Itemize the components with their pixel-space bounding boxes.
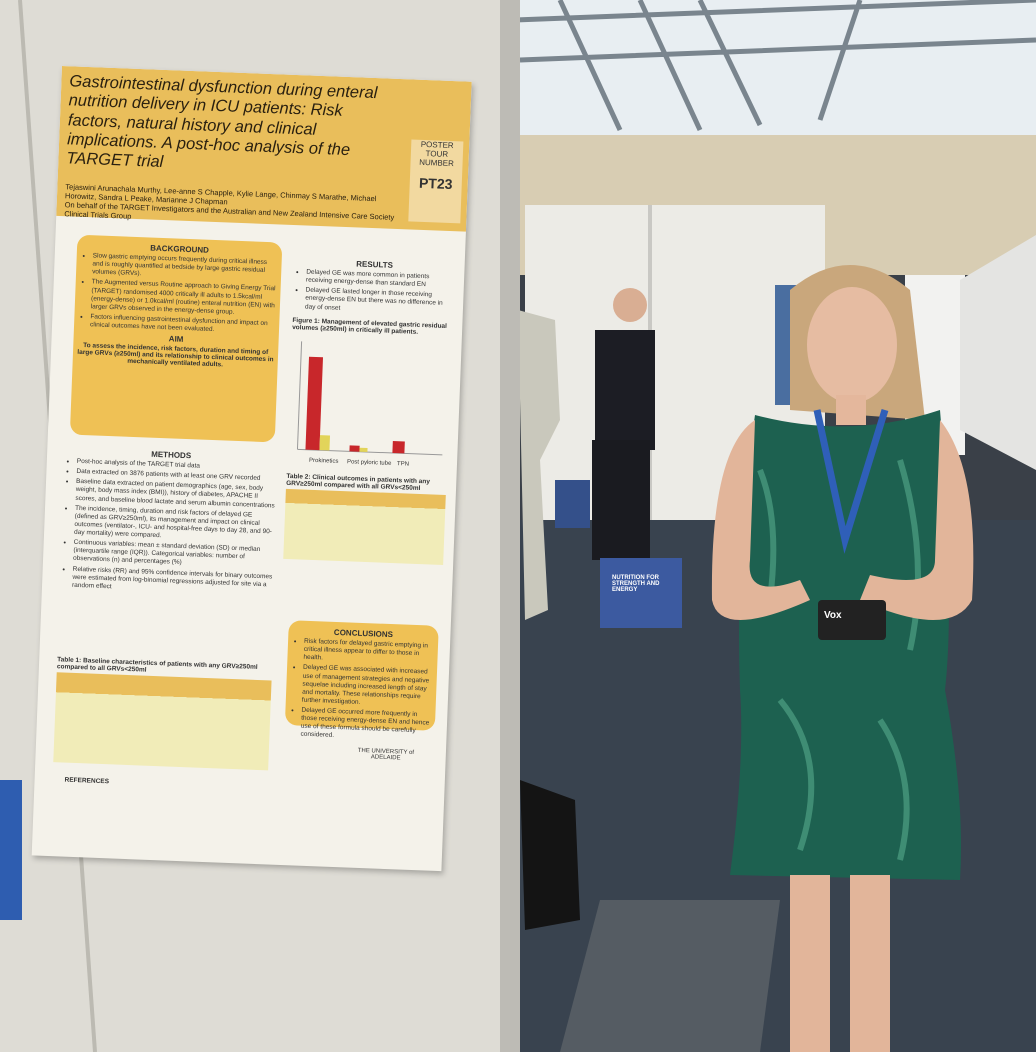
references-heading: REFERENCES — [64, 776, 110, 786]
table — [53, 672, 272, 771]
logo: THE UNIVERSITY of ADELAIDE — [357, 747, 415, 762]
background-box: BACKGROUND Slow gastric emptying occurs … — [69, 234, 283, 443]
tour-number: PT23 — [418, 174, 453, 193]
bullet: Delayed GE occurred more frequently in t… — [300, 707, 431, 744]
bullet: The Augmented versus Routine approach to… — [91, 279, 277, 319]
poster-title: Gastrointestinal dysfunction during ente… — [66, 72, 378, 172]
bullet: Relative risks (RR) and 95% confidence i… — [72, 565, 273, 597]
table1: Table 1: Baseline characteristics of pat… — [53, 656, 272, 771]
figure-category: Prokinetics — [309, 457, 339, 464]
table — [283, 488, 446, 565]
figure: Prokinetics Post pyloric tube TPN — [296, 341, 443, 467]
bullet-list: Post-hoc analysis of the TARGET trial da… — [60, 457, 277, 597]
bullet: Delayed GE was associated with increased… — [302, 664, 433, 710]
bullet: Risk factors for delayed gastric emptyin… — [303, 638, 434, 667]
poster: Gastrointestinal dysfunction during ente… — [31, 66, 472, 872]
bullet: Delayed GE lasted longer in those receiv… — [305, 287, 454, 317]
tour-label: POSTER TOUR NUMBER — [419, 139, 455, 169]
bullet-list: Risk factors for delayed gastric emptyin… — [288, 637, 434, 744]
bullet: The incidence, timing, duration and risk… — [74, 504, 275, 544]
bullet-list: Delayed GE was more common in patients r… — [293, 268, 455, 317]
figure-category: TPN — [397, 461, 409, 467]
figure-category: Post pyloric tube — [347, 459, 392, 467]
conclusions-box: CONCLUSIONS Risk factors for delayed gas… — [284, 620, 439, 739]
tour-box: POSTER TOUR NUMBER PT23 — [408, 139, 464, 224]
box-label: NUTRITION FOR STRENGTH AND ENERGY — [612, 575, 660, 593]
methods: METHODS Post-hoc analysis of the TARGET … — [60, 444, 277, 599]
badge-text: Vox — [824, 610, 842, 621]
bullet-list: Slow gastric emptying occurs frequently … — [78, 252, 278, 337]
results: RESULTS Delayed GE was more common in pa… — [283, 255, 455, 565]
